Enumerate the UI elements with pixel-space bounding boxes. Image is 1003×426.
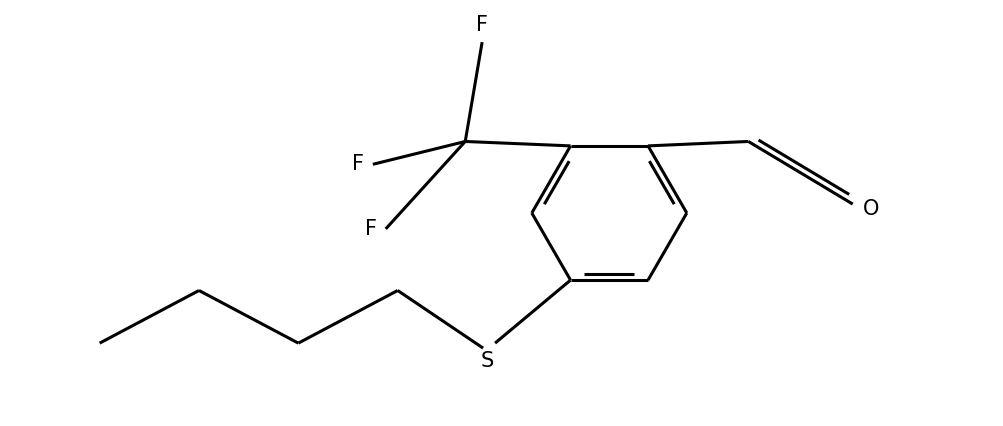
Text: S: S: [480, 351, 493, 371]
Text: F: F: [475, 15, 487, 35]
Text: F: F: [352, 154, 363, 174]
Text: F: F: [364, 219, 376, 239]
Text: O: O: [862, 199, 879, 219]
